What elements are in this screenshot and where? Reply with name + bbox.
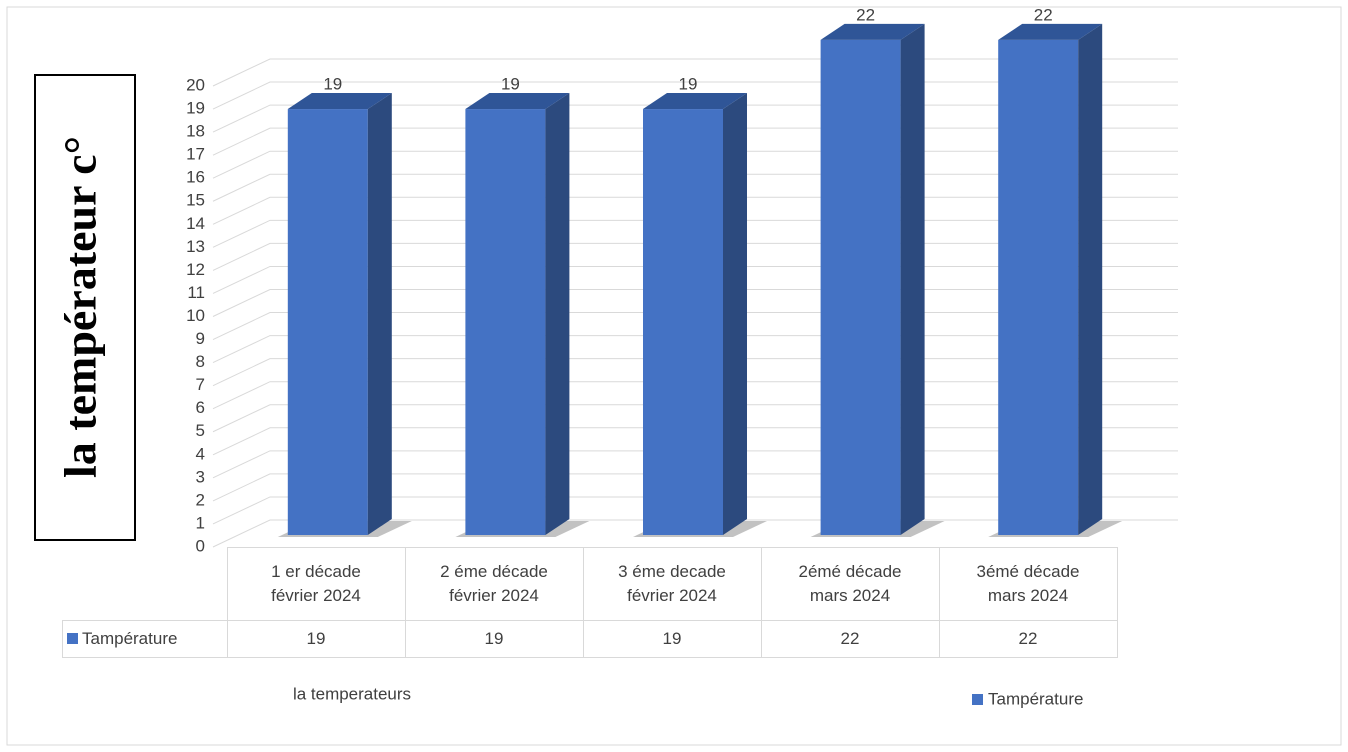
y-tick-label: 14 (186, 214, 205, 233)
y-tick-label: 19 (186, 99, 205, 118)
data-label: 19 (679, 75, 698, 94)
legend-swatch (972, 694, 983, 705)
y-axis-title: la températeur c° (55, 136, 106, 478)
y-tick-label: 15 (186, 191, 205, 210)
bar-side (723, 93, 747, 536)
y-tick-label: 1 (196, 513, 205, 532)
x-axis-title: la temperateurs (293, 684, 411, 703)
category-label: 1 er décade février 2024 (226, 547, 406, 621)
y-tick-label: 6 (196, 398, 205, 417)
y-tick-label: 11 (187, 283, 205, 302)
y-tick-label: 3 (196, 467, 205, 486)
legend-label: Tampérature (988, 689, 1083, 708)
legend-label: Tampérature (82, 629, 178, 648)
blank-cell (63, 548, 228, 621)
table-value: 19 (404, 620, 584, 658)
bar-side (545, 93, 570, 536)
y-label-box (34, 74, 136, 541)
category-label: 3 éme decade février 2024 (582, 547, 762, 621)
data-label: 19 (323, 75, 342, 94)
y-tick-label: 13 (186, 237, 205, 256)
y-tick-label: 4 (196, 444, 205, 463)
category-label: 3émé décade mars 2024 (938, 547, 1118, 621)
data-label: 22 (856, 5, 875, 24)
bar-side (1078, 23, 1103, 536)
bar (820, 39, 901, 536)
bar (643, 109, 723, 536)
bar-side (367, 93, 392, 536)
y-tick-label: 5 (196, 421, 205, 440)
table-value: 22 (938, 620, 1118, 658)
bar (465, 109, 546, 536)
table-value: 19 (226, 620, 406, 658)
bar-top (287, 93, 392, 110)
table-value: 19 (582, 620, 762, 658)
chart-border (6, 6, 1342, 746)
category-label: 2émé décade mars 2024 (760, 547, 940, 621)
bar (998, 39, 1079, 536)
bar-top (998, 23, 1103, 40)
legend-swatch (67, 633, 78, 644)
y-tick-label: 7 (196, 375, 205, 394)
legend-key-cell: Tampérature (62, 620, 228, 658)
category-label: 2 éme décade février 2024 (404, 547, 584, 621)
y-tick-label: 20 (186, 75, 205, 94)
y-tick-label: 10 (186, 306, 205, 325)
y-tick-label: 12 (186, 260, 205, 279)
bar-top (643, 93, 747, 110)
data-label: 22 (1034, 5, 1053, 24)
y-tick-label: 9 (196, 329, 205, 348)
bar-top (820, 23, 925, 40)
y-tick-label: 17 (186, 145, 205, 164)
y-tick-label: 18 (186, 122, 205, 141)
bar (287, 109, 368, 536)
y-tick-label: 8 (196, 352, 205, 371)
y-tick-label: 0 (196, 536, 205, 555)
y-tick-label: 2 (196, 490, 205, 509)
data-table: 1 er décade février 2024 2 éme décade fév… (62, 547, 1118, 658)
table-value: 22 (760, 620, 940, 658)
y-tick-label: 16 (186, 168, 205, 187)
bar-top (465, 93, 570, 110)
data-label: 19 (501, 75, 520, 94)
bar-side (900, 23, 925, 536)
